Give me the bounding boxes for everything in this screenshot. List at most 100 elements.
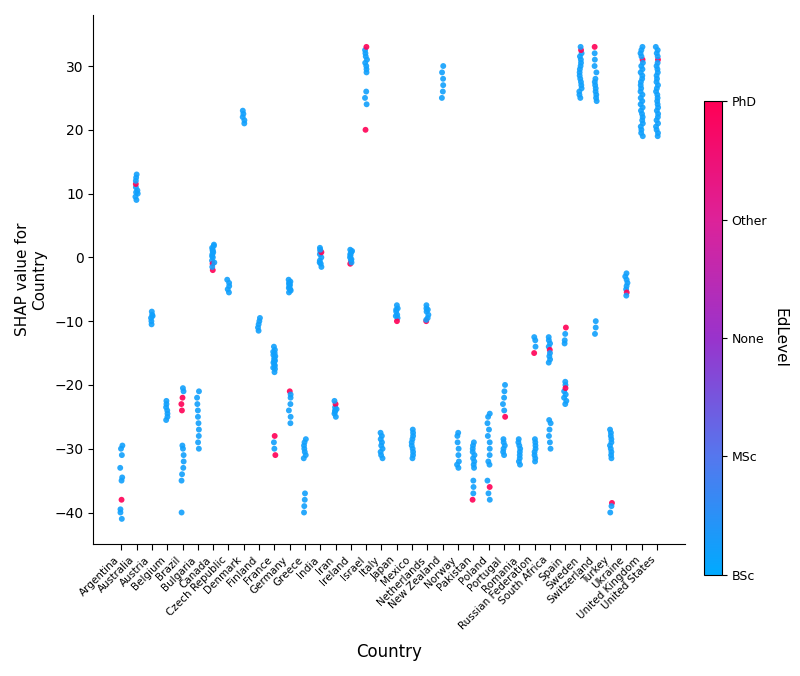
Point	[620, 284, 633, 295]
Point	[590, 83, 602, 94]
Point	[177, 443, 190, 454]
Point	[207, 247, 220, 258]
Point	[529, 437, 542, 448]
Point	[284, 389, 297, 400]
Point	[636, 130, 649, 141]
Point	[498, 412, 511, 422]
Point	[359, 51, 372, 62]
Point	[651, 45, 664, 55]
Point	[466, 443, 479, 454]
Point	[589, 74, 602, 84]
Point	[115, 475, 128, 486]
Point	[590, 89, 602, 100]
Point	[314, 249, 326, 260]
Point	[314, 245, 326, 256]
Point	[282, 287, 295, 298]
Point	[284, 276, 297, 287]
Point	[315, 247, 328, 258]
Point	[267, 341, 280, 352]
Point	[160, 414, 173, 425]
Point	[605, 434, 618, 445]
Point	[406, 453, 419, 464]
Point	[374, 427, 387, 438]
Point	[650, 83, 663, 94]
Point	[651, 57, 664, 68]
Point	[452, 462, 465, 473]
Point	[588, 61, 601, 72]
Point	[406, 437, 418, 448]
Point	[298, 437, 311, 448]
Point	[451, 437, 464, 448]
Point	[298, 507, 310, 518]
Point	[298, 494, 311, 505]
Point	[481, 475, 494, 486]
Point	[420, 299, 433, 310]
Point	[358, 45, 371, 55]
Point	[497, 434, 510, 445]
Point	[604, 443, 617, 454]
Point	[558, 335, 571, 345]
Point	[588, 41, 601, 52]
Point	[268, 347, 281, 358]
Point	[543, 437, 556, 448]
Point	[420, 306, 433, 317]
Point	[650, 121, 662, 132]
Point	[634, 76, 647, 87]
Point	[284, 418, 297, 429]
Point	[192, 418, 205, 429]
Point	[329, 405, 342, 416]
Point	[161, 408, 174, 419]
Point	[650, 115, 663, 126]
Point	[635, 45, 648, 55]
Point	[406, 424, 419, 435]
Point	[634, 80, 647, 91]
Point	[177, 462, 190, 473]
Point	[130, 178, 142, 189]
Point	[497, 447, 510, 458]
Point	[358, 93, 371, 103]
Point	[514, 450, 526, 460]
Point	[329, 402, 342, 412]
Point	[330, 404, 343, 414]
Point	[542, 332, 555, 343]
Point	[482, 456, 494, 467]
Point	[175, 405, 188, 416]
Point	[193, 386, 206, 397]
Point	[574, 76, 587, 87]
Point	[543, 351, 556, 362]
Point	[574, 45, 587, 55]
Point	[651, 112, 664, 122]
Point	[652, 102, 665, 113]
Point	[284, 412, 297, 422]
Point	[529, 456, 542, 467]
Point	[114, 504, 127, 514]
Point	[483, 408, 496, 419]
Point	[269, 450, 282, 460]
Point	[498, 450, 510, 460]
Point	[269, 364, 282, 375]
Point	[130, 182, 142, 193]
Point	[114, 507, 127, 518]
Point	[115, 450, 128, 460]
Point	[223, 281, 236, 291]
Point	[178, 450, 190, 460]
Point	[650, 74, 663, 84]
Point	[467, 437, 480, 448]
Point	[222, 284, 234, 295]
Point	[634, 93, 647, 103]
Point	[160, 402, 173, 412]
Point	[115, 514, 128, 525]
Point	[544, 354, 557, 365]
Point	[406, 447, 419, 458]
Point	[528, 450, 541, 460]
Point	[636, 54, 649, 65]
Point	[529, 453, 542, 464]
Point	[282, 405, 295, 416]
Point	[636, 41, 649, 52]
Point	[651, 67, 664, 78]
Point	[344, 258, 357, 269]
Point	[145, 312, 158, 323]
Point	[390, 304, 402, 315]
Point	[282, 274, 295, 285]
Point	[283, 386, 296, 397]
